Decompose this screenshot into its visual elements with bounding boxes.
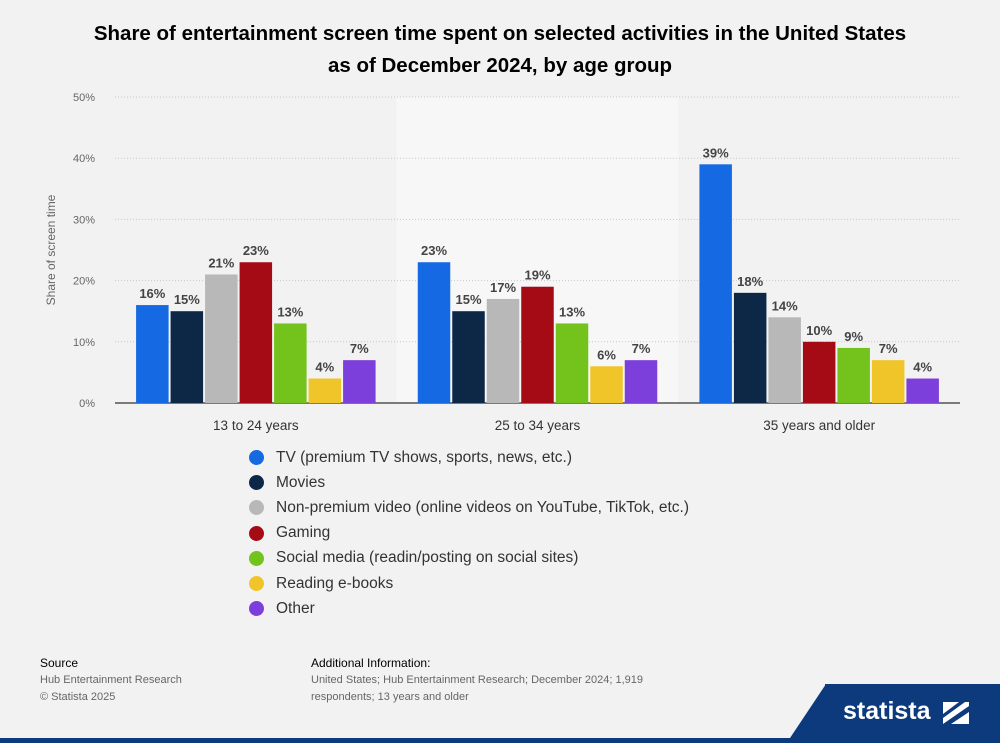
legend-label: TV (premium TV shows, sports, news, etc.… bbox=[276, 448, 573, 466]
data-label: 7% bbox=[350, 341, 369, 356]
data-label: 13% bbox=[559, 304, 585, 319]
bar[interactable] bbox=[136, 305, 169, 403]
data-label: 23% bbox=[243, 243, 269, 258]
additional-info-text: United States; Hub Entertainment Researc… bbox=[311, 672, 643, 706]
data-label: 14% bbox=[772, 298, 798, 313]
data-label: 9% bbox=[844, 329, 863, 344]
bar[interactable] bbox=[170, 311, 204, 403]
y-tick-label: 30% bbox=[73, 214, 95, 226]
bar[interactable] bbox=[343, 360, 376, 403]
y-tick-label: 10% bbox=[73, 337, 95, 349]
x-category-label: 25 to 34 years bbox=[495, 418, 581, 433]
bar[interactable] bbox=[768, 317, 801, 403]
bar[interactable] bbox=[590, 366, 623, 403]
y-tick-label: 0% bbox=[79, 398, 95, 410]
y-tick-label: 50% bbox=[73, 92, 95, 104]
legend-label: Reading e-books bbox=[276, 574, 394, 592]
legend-dot-icon bbox=[249, 500, 264, 516]
additional-info-line-1: United States; Hub Entertainment Researc… bbox=[311, 674, 644, 686]
legend-item[interactable]: Reading e-books bbox=[249, 571, 689, 596]
bar[interactable] bbox=[837, 347, 870, 403]
data-label: 17% bbox=[490, 280, 516, 295]
legend-dot-icon bbox=[249, 450, 264, 466]
data-label: 19% bbox=[524, 268, 550, 283]
legend-label: Movies bbox=[276, 473, 326, 491]
bar[interactable] bbox=[802, 341, 836, 403]
data-label: 15% bbox=[455, 292, 481, 307]
bar[interactable] bbox=[871, 360, 905, 403]
x-category-label: 13 to 24 years bbox=[213, 418, 299, 433]
data-label: 4% bbox=[315, 360, 334, 375]
legend-item[interactable]: TV (premium TV shows, sports, news, etc.… bbox=[249, 445, 689, 470]
bar[interactable] bbox=[452, 311, 485, 403]
data-label: 10% bbox=[806, 323, 832, 338]
legend-item[interactable]: Gaming bbox=[249, 521, 689, 546]
data-label: 13% bbox=[277, 304, 303, 319]
data-label: 21% bbox=[208, 255, 234, 270]
data-label: 16% bbox=[139, 286, 165, 301]
source-heading: Source bbox=[40, 656, 79, 670]
data-label: 7% bbox=[879, 341, 898, 356]
data-label: 23% bbox=[421, 243, 447, 258]
bar[interactable] bbox=[906, 378, 939, 403]
brand-wedge bbox=[790, 684, 826, 738]
data-label: 18% bbox=[737, 274, 763, 289]
legend: TV (premium TV shows, sports, news, etc.… bbox=[249, 445, 689, 621]
chart-title: Share of entertainment screen time spent… bbox=[93, 22, 907, 77]
legend-label: Gaming bbox=[276, 524, 331, 542]
legend-dot-icon bbox=[249, 525, 264, 541]
bar[interactable] bbox=[486, 298, 520, 403]
bar-chart: 0% 10% 20% 30% 40% 50% 16% 15% 21% 23% 13% 4% 7% 23%… bbox=[44, 92, 960, 433]
bar[interactable] bbox=[205, 274, 238, 403]
brand-badge[interactable] bbox=[825, 684, 1000, 738]
legend-dot-icon bbox=[249, 475, 264, 491]
brand-logo-text: statista bbox=[843, 697, 931, 725]
legend-item[interactable]: Other bbox=[249, 596, 689, 621]
y-tick-label: 40% bbox=[73, 153, 95, 165]
source-line-2: © Statista 2025 bbox=[40, 691, 116, 703]
bar[interactable] bbox=[239, 262, 273, 403]
bar[interactable] bbox=[733, 292, 767, 403]
legend-label: Other bbox=[276, 599, 315, 617]
y-axis-title: Share of screen time bbox=[44, 194, 58, 305]
source-text: Hub Entertainment Research © Statista 20… bbox=[40, 672, 182, 706]
bar[interactable] bbox=[555, 323, 589, 403]
bar[interactable] bbox=[521, 286, 554, 403]
legend-label: Non-premium video (online videos on YouT… bbox=[276, 498, 689, 516]
bar[interactable] bbox=[417, 262, 451, 403]
legend-dot-icon bbox=[249, 576, 264, 592]
legend-item[interactable]: Movies bbox=[249, 470, 689, 495]
bar[interactable] bbox=[624, 360, 658, 403]
legend-item[interactable]: Social media (readin/posting on social s… bbox=[249, 546, 689, 571]
legend-item[interactable]: Non-premium video (online videos on YouT… bbox=[249, 495, 689, 520]
data-label: 39% bbox=[703, 145, 729, 160]
brand-bar bbox=[0, 738, 1000, 743]
source-line-1: Hub Entertainment Research bbox=[40, 674, 182, 686]
data-label: 7% bbox=[632, 341, 651, 356]
legend-label: Social media (readin/posting on social s… bbox=[276, 549, 579, 567]
data-label: 4% bbox=[913, 360, 932, 375]
statista-logo-icon bbox=[943, 702, 969, 724]
additional-info-line-2: respondents; 13 years and older bbox=[311, 691, 469, 703]
y-tick-label: 20% bbox=[73, 276, 95, 288]
data-label: 6% bbox=[597, 347, 616, 362]
bar[interactable] bbox=[699, 164, 732, 403]
bar[interactable] bbox=[308, 378, 342, 403]
additional-info-heading: Additional Information: bbox=[311, 656, 431, 670]
legend-dot-icon bbox=[249, 601, 264, 617]
x-category-label: 35 years and older bbox=[763, 418, 875, 433]
data-label: 15% bbox=[174, 292, 200, 307]
legend-dot-icon bbox=[249, 550, 264, 566]
bar[interactable] bbox=[274, 323, 307, 403]
